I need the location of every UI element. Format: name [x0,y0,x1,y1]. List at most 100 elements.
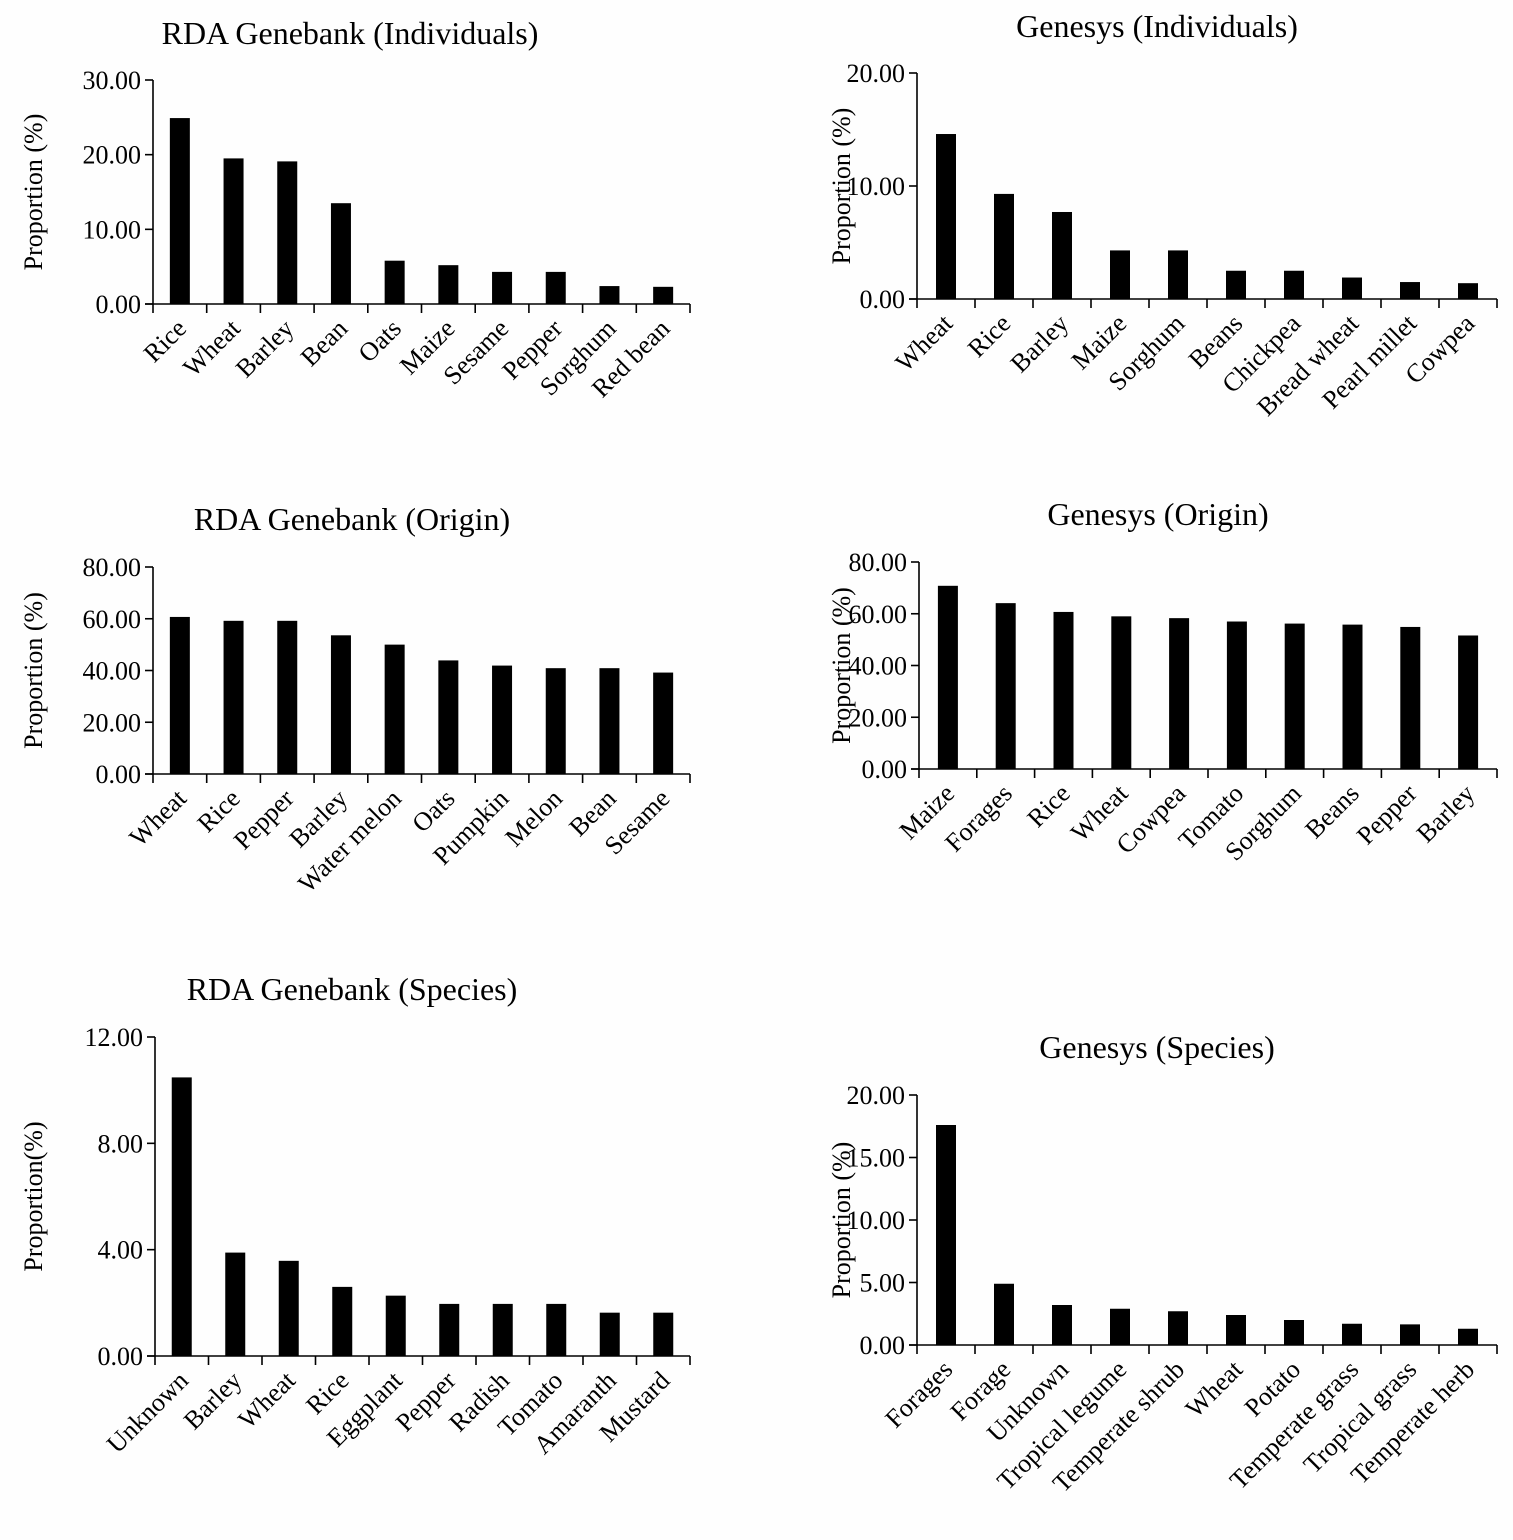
bar-tropical-grass [1400,1324,1420,1345]
bar-eggplant [385,1295,406,1356]
bar-pumpkin [492,665,513,774]
bar-barley [1052,211,1072,299]
bar-rice [1053,611,1074,769]
bar-chickpea [1284,270,1304,299]
bar-beans [1342,624,1363,769]
bar-cowpea [1458,283,1478,299]
bar-bread-wheat [1342,277,1362,299]
bar-cowpea [1169,618,1190,769]
y-tick-label: 20.00 [849,703,908,732]
bar-wheat [223,158,244,304]
bar-wheat [936,134,956,299]
bar-wheat [1111,616,1132,769]
bar-oats [438,660,459,774]
y-tick-label: 12.00 [85,1023,144,1052]
bar-wheat [1226,1315,1246,1345]
bar-pepper [277,620,298,774]
y-axis-label: Proportion (%) [19,114,48,271]
bar-forage [994,1283,1014,1345]
bar-sorghum [599,286,620,304]
bar-mustard [653,1312,674,1356]
y-tick-label: 80.00 [849,548,908,577]
bar-pepper [439,1303,460,1356]
y-tick-label: 0.00 [860,285,906,314]
y-tick-label: 20.00 [83,141,142,170]
y-tick-label: 80.00 [83,553,142,582]
bar-forages [995,603,1016,769]
bar-wheat [278,1260,299,1356]
y-tick-label: 20.00 [847,1081,906,1110]
bar-bean [599,668,620,774]
y-tick-label: 0.00 [96,760,142,789]
bar-temperate-grass [1342,1323,1362,1345]
bar-rice [223,620,244,774]
bar-temperate-shrub [1168,1311,1188,1345]
chart-title: RDA Genebank (Origin) [194,501,510,537]
bar-barley [1458,635,1479,769]
bar-tomato [1226,621,1247,769]
y-tick-label: 0.00 [98,1342,144,1371]
bar-sesame [653,672,674,774]
y-tick-label: 5.00 [860,1269,906,1298]
y-axis-label: Proportion (%) [827,587,856,744]
bar-red-bean [653,286,674,304]
y-tick-label: 60.00 [83,605,142,634]
y-tick-label: 60.00 [849,600,908,629]
bar-unknown [1052,1305,1072,1345]
y-tick-label: 20.00 [847,59,906,88]
y-tick-label: 4.00 [98,1236,144,1265]
y-tick-label: 0.00 [860,1331,906,1360]
bar-barley [225,1252,246,1356]
chart-title: Genesys (Individuals) [1016,8,1298,44]
x-tick-label: Forages [880,1355,959,1434]
bar-wheat [169,616,190,774]
bar-barley [277,161,298,304]
y-axis-label: Proportion(%) [19,1121,48,1271]
bar-maize [438,265,459,304]
bar-sesame [492,271,513,304]
y-tick-label: 10.00 [83,215,142,244]
bar-pepper [1400,626,1421,769]
bar-radish [492,1303,513,1356]
bar-sorghum [1284,623,1305,769]
chart-title: Genesys (Origin) [1047,496,1268,532]
y-axis-label: Proportion (%) [19,592,48,749]
bar-temperate-herb [1458,1328,1478,1345]
y-tick-label: 10.00 [847,1206,906,1235]
bar-rice [169,118,190,304]
chart-title: RDA Genebank (Individuals) [162,15,539,51]
bar-water-melon [384,644,405,774]
bar-beans [1226,270,1246,299]
y-tick-label: 40.00 [83,657,142,686]
bar-rice [332,1286,353,1356]
bar-barley [330,635,351,774]
x-tick-label: Wheat [1180,1354,1249,1423]
bar-rice [994,193,1014,299]
bar-sorghum [1168,250,1188,299]
bar-oats [384,260,405,304]
y-axis-label: Proportion (%) [827,108,856,265]
bar-maize [1110,250,1130,299]
y-tick-label: 20.00 [83,708,142,737]
y-tick-label: 0.00 [96,290,142,319]
y-axis-label: Proportion (%) [827,1142,856,1299]
y-tick-label: 30.00 [83,66,142,95]
y-tick-label: 15.00 [847,1144,906,1173]
chart-title: RDA Genebank (Species) [187,971,518,1007]
bar-melon [545,668,566,774]
bar-tropical-legume [1110,1308,1130,1345]
bar-pearl-millet [1400,282,1420,299]
chart-title: Genesys (Species) [1039,1029,1274,1065]
bar-forages [936,1125,956,1345]
y-tick-label: 10.00 [847,172,906,201]
bar-maize [937,585,958,769]
bar-potato [1284,1320,1304,1345]
bar-tomato [546,1303,567,1356]
y-tick-label: 0.00 [862,755,908,784]
